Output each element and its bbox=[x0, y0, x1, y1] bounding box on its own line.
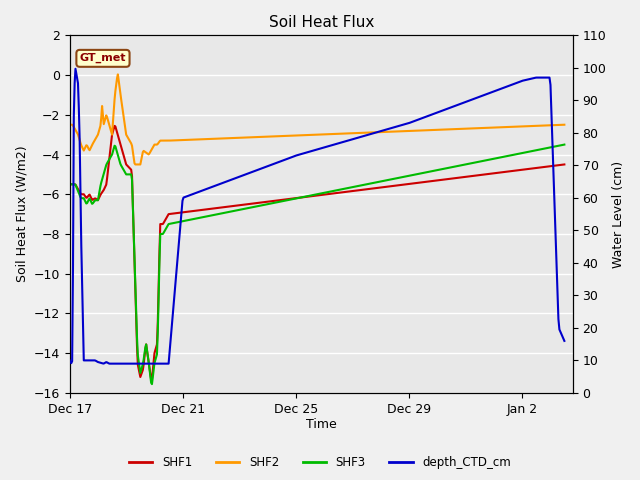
Legend: SHF1, SHF2, SHF3, depth_CTD_cm: SHF1, SHF2, SHF3, depth_CTD_cm bbox=[124, 452, 516, 474]
X-axis label: Time: Time bbox=[306, 419, 337, 432]
Title: Soil Heat Flux: Soil Heat Flux bbox=[269, 15, 374, 30]
Y-axis label: Soil Heat Flux (W/m2): Soil Heat Flux (W/m2) bbox=[15, 146, 28, 282]
Text: GT_met: GT_met bbox=[80, 53, 126, 63]
Y-axis label: Water Level (cm): Water Level (cm) bbox=[612, 160, 625, 268]
